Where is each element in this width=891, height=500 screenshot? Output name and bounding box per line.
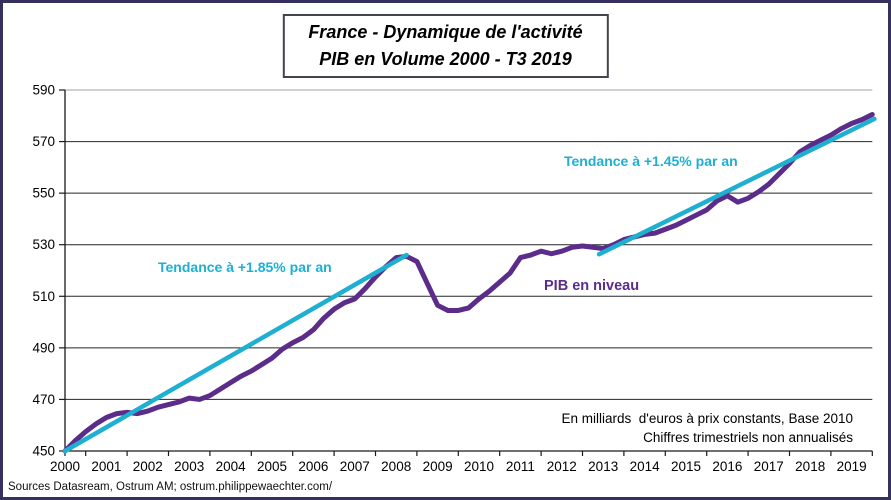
x-tick-label: 2016 [712, 459, 742, 474]
unit-note-line2: Chiffres trimestriels non annualisés [643, 430, 853, 445]
x-tick-label: 2004 [216, 459, 247, 474]
x-tick-label: 2005 [257, 459, 287, 474]
y-tick-label: 490 [32, 340, 55, 355]
x-tick-label: 2002 [133, 459, 163, 474]
source-note: Sources Datasream, Ostrum AM; ostrum.phi… [8, 481, 333, 493]
pib-series-line [62, 111, 875, 454]
x-tick-label: 2008 [381, 459, 411, 474]
y-tick-label: 590 [32, 83, 55, 98]
x-tick-label: 2009 [423, 459, 453, 474]
x-tick-label: 2007 [340, 459, 370, 474]
x-tick-label: 2017 [754, 459, 784, 474]
chart-title-box: France - Dynamique de l'activité PIB en … [282, 14, 609, 78]
x-tick-label: 2018 [795, 459, 825, 474]
x-tick-label: 2000 [50, 459, 80, 474]
series-label: PIB en niveau [544, 278, 640, 294]
chart-title-line1: France - Dynamique de l'activité [308, 22, 583, 42]
trend-line-1 [62, 252, 409, 454]
x-tick-label: 2019 [837, 459, 867, 474]
x-tick-label: 2006 [298, 459, 328, 474]
chart-title-line2: PIB en Volume 2000 - T3 2019 [319, 49, 572, 69]
x-tick-label: 2013 [588, 459, 618, 474]
chart-canvas: 450 470 490 510 530 550 570 590 2000 2001 2002 2003… [32, 83, 877, 474]
y-tick-label: 530 [32, 237, 55, 252]
y-tick-label: 570 [32, 134, 55, 149]
x-tick-label: 2001 [91, 459, 121, 474]
y-tick-label: 470 [32, 392, 55, 407]
y-tick-label: 510 [32, 289, 55, 304]
x-tick-label: 2003 [174, 459, 204, 474]
unit-note: En milliards d'euros à prix constants, B… [562, 409, 853, 447]
y-tick-label: 550 [32, 186, 55, 201]
y-tick-label: 450 [32, 444, 55, 459]
trend1-label: Tendance à +1.85% par an [158, 259, 332, 275]
x-tick-label: 2015 [671, 459, 701, 474]
x-tick-label: 2012 [547, 459, 577, 474]
x-tick-label: 2010 [464, 459, 494, 474]
x-tick-label: 2011 [506, 459, 535, 474]
trend-line-2 [596, 116, 877, 257]
trend2-label: Tendance à +1.45% par an [564, 153, 738, 169]
unit-note-line1: En milliards d'euros à prix constants, B… [561, 411, 853, 426]
x-tick-label: 2014 [630, 459, 661, 474]
